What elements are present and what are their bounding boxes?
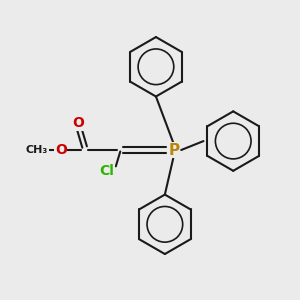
Text: O: O [55,143,67,157]
Text: P: P [168,142,179,158]
Text: CH₃: CH₃ [26,145,48,155]
Text: O: O [73,116,85,130]
Text: Cl: Cl [100,164,114,178]
